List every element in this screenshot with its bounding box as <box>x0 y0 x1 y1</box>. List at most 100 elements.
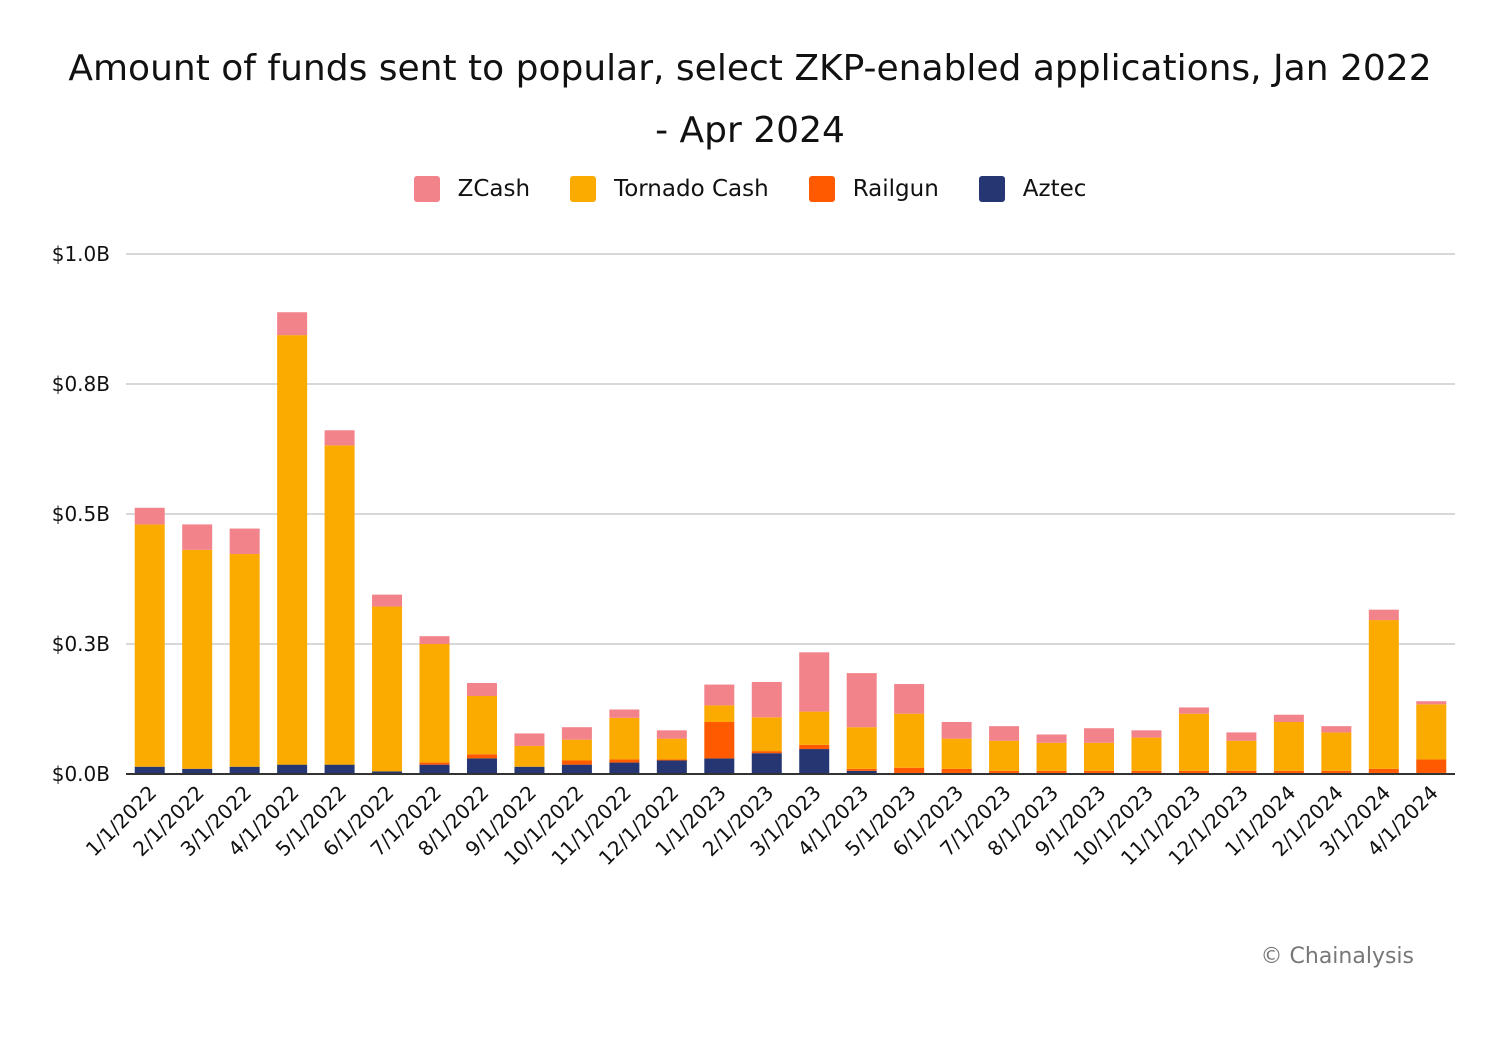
bar-segment-zcash <box>704 684 735 706</box>
bar-segment-tornado-cash <box>704 705 735 722</box>
bar-segment-railgun <box>1368 768 1399 773</box>
legend-swatch-aztec <box>978 176 1005 202</box>
bar-segment-zcash <box>846 673 877 728</box>
bar-segment-tornado-cash <box>1178 713 1209 771</box>
bar-segment-zcash <box>182 524 213 550</box>
bar-segment-railgun <box>989 770 1020 773</box>
bar-segment-tornado-cash <box>1084 742 1115 771</box>
bar-segment-railgun <box>751 751 782 754</box>
bar-segment-aztec <box>419 764 450 774</box>
legend-label-aztec: Aztec <box>1022 176 1087 202</box>
bar-segment-aztec <box>134 766 165 774</box>
bar-segment-tornado-cash <box>941 738 972 769</box>
bar-segment-tornado-cash <box>182 549 213 769</box>
y-tick-label: $1.0B <box>52 242 110 266</box>
legend-swatch-railgun <box>808 176 835 202</box>
bar-segment-railgun <box>799 744 830 750</box>
bar-segment-aztec <box>277 764 308 774</box>
bar-segment-aztec <box>466 758 497 774</box>
bar-segment-zcash <box>229 528 260 555</box>
bar-segment-tornado-cash <box>229 554 260 767</box>
bar-segment-zcash <box>1273 714 1304 722</box>
bar-segment-zcash <box>324 430 355 446</box>
y-tick-label: $0.5B <box>52 502 110 526</box>
legend-label-zcash: ZCash <box>457 176 531 202</box>
bar-segment-railgun <box>1084 770 1115 773</box>
bar-segment-railgun <box>656 759 687 761</box>
bar-segment-aztec <box>751 753 782 774</box>
legend-item-tornado-cash: Tornado Cash <box>570 176 769 202</box>
bar-segment-railgun <box>704 722 735 759</box>
bar-segment-tornado-cash <box>419 644 450 763</box>
bar-segment-tornado-cash <box>1036 742 1067 771</box>
bar-segment-tornado-cash <box>324 445 355 765</box>
bar-segment-zcash <box>799 652 830 712</box>
legend-label-tornado-cash: Tornado Cash <box>614 176 769 202</box>
bar-segment-zcash <box>894 684 925 714</box>
bar-segment-zcash <box>561 727 592 740</box>
bar-segment-tornado-cash <box>277 335 308 765</box>
legend-label-railgun: Railgun <box>852 176 939 202</box>
bar-segment-tornado-cash <box>466 696 497 755</box>
bar-segment-zcash <box>751 681 782 718</box>
chart-title-line-1: Amount of funds sent to popular, select … <box>68 48 1432 89</box>
bar-segment-tornado-cash <box>1226 740 1257 771</box>
bar-segment-aztec <box>324 764 355 774</box>
bar-segment-railgun <box>609 759 640 763</box>
bar-segment-zcash <box>514 733 545 746</box>
bar-segment-aztec <box>656 760 687 774</box>
legend-swatch-tornado-cash <box>570 176 597 202</box>
legend-swatch-zcash <box>413 176 440 202</box>
chart-legend: ZCash Tornado Cash Railgun Aztec <box>0 176 1500 202</box>
bar-segment-tornado-cash <box>1368 620 1399 769</box>
bar-segment-zcash <box>941 722 972 739</box>
y-tick-label: $0.0B <box>52 762 110 786</box>
bar-segment-aztec <box>704 758 735 774</box>
bar-segment-tornado-cash <box>799 711 830 745</box>
bar-segment-railgun <box>1226 770 1257 773</box>
bar-segment-aztec <box>846 770 877 774</box>
bar-segment-tornado-cash <box>1321 732 1352 771</box>
bar-segment-zcash <box>419 636 450 644</box>
bar-segment-railgun <box>1178 770 1209 773</box>
bar-segment-aztec <box>561 764 592 774</box>
bar-segment-aztec <box>609 762 640 774</box>
bar-segment-zcash <box>609 709 640 718</box>
bar-segment-tornado-cash <box>609 717 640 760</box>
chart-title-line-2: - Apr 2024 <box>655 110 845 151</box>
bar-segment-zcash <box>277 312 308 336</box>
legend-item-zcash: ZCash <box>413 176 531 202</box>
bar-segment-aztec <box>514 766 545 774</box>
bar-segment-railgun <box>561 760 592 765</box>
bar-segment-railgun <box>419 762 450 765</box>
bar-segment-zcash <box>1036 734 1067 743</box>
y-tick-label: $0.8B <box>52 372 110 396</box>
bar-segment-tornado-cash <box>656 738 687 760</box>
bar-segment-zcash <box>1226 732 1257 741</box>
bar-segment-railgun <box>941 768 972 773</box>
bar-segment-tornado-cash <box>989 740 1020 771</box>
bar-segment-tornado-cash <box>1131 737 1162 771</box>
bar-segment-tornado-cash <box>134 524 165 767</box>
bar-segment-tornado-cash <box>1273 722 1304 771</box>
bar-segment-railgun <box>846 768 877 771</box>
bar-segment-aztec <box>372 771 403 774</box>
bar-segment-railgun <box>1131 770 1162 773</box>
bar-segment-zcash <box>372 594 403 607</box>
chart-title: Amount of funds sent to popular, select … <box>0 38 1500 162</box>
bar-segment-tornado-cash <box>751 717 782 752</box>
bar-segment-zcash <box>134 507 165 525</box>
chainalysis-credit: © Chainalysis <box>1260 944 1414 969</box>
bar-segment-zcash <box>989 726 1020 741</box>
bar-segment-tornado-cash <box>561 739 592 761</box>
bar-segment-zcash <box>1321 726 1352 733</box>
bar-segment-tornado-cash <box>894 713 925 768</box>
bar-segment-railgun <box>466 754 497 759</box>
bar-segment-zcash <box>1131 730 1162 738</box>
bar-segment-railgun <box>1036 770 1067 773</box>
bar-segment-tornado-cash <box>372 606 403 772</box>
bar-segment-tornado-cash <box>514 745 545 767</box>
bar-segment-aztec <box>799 749 830 774</box>
bar-segment-aztec <box>182 768 213 774</box>
